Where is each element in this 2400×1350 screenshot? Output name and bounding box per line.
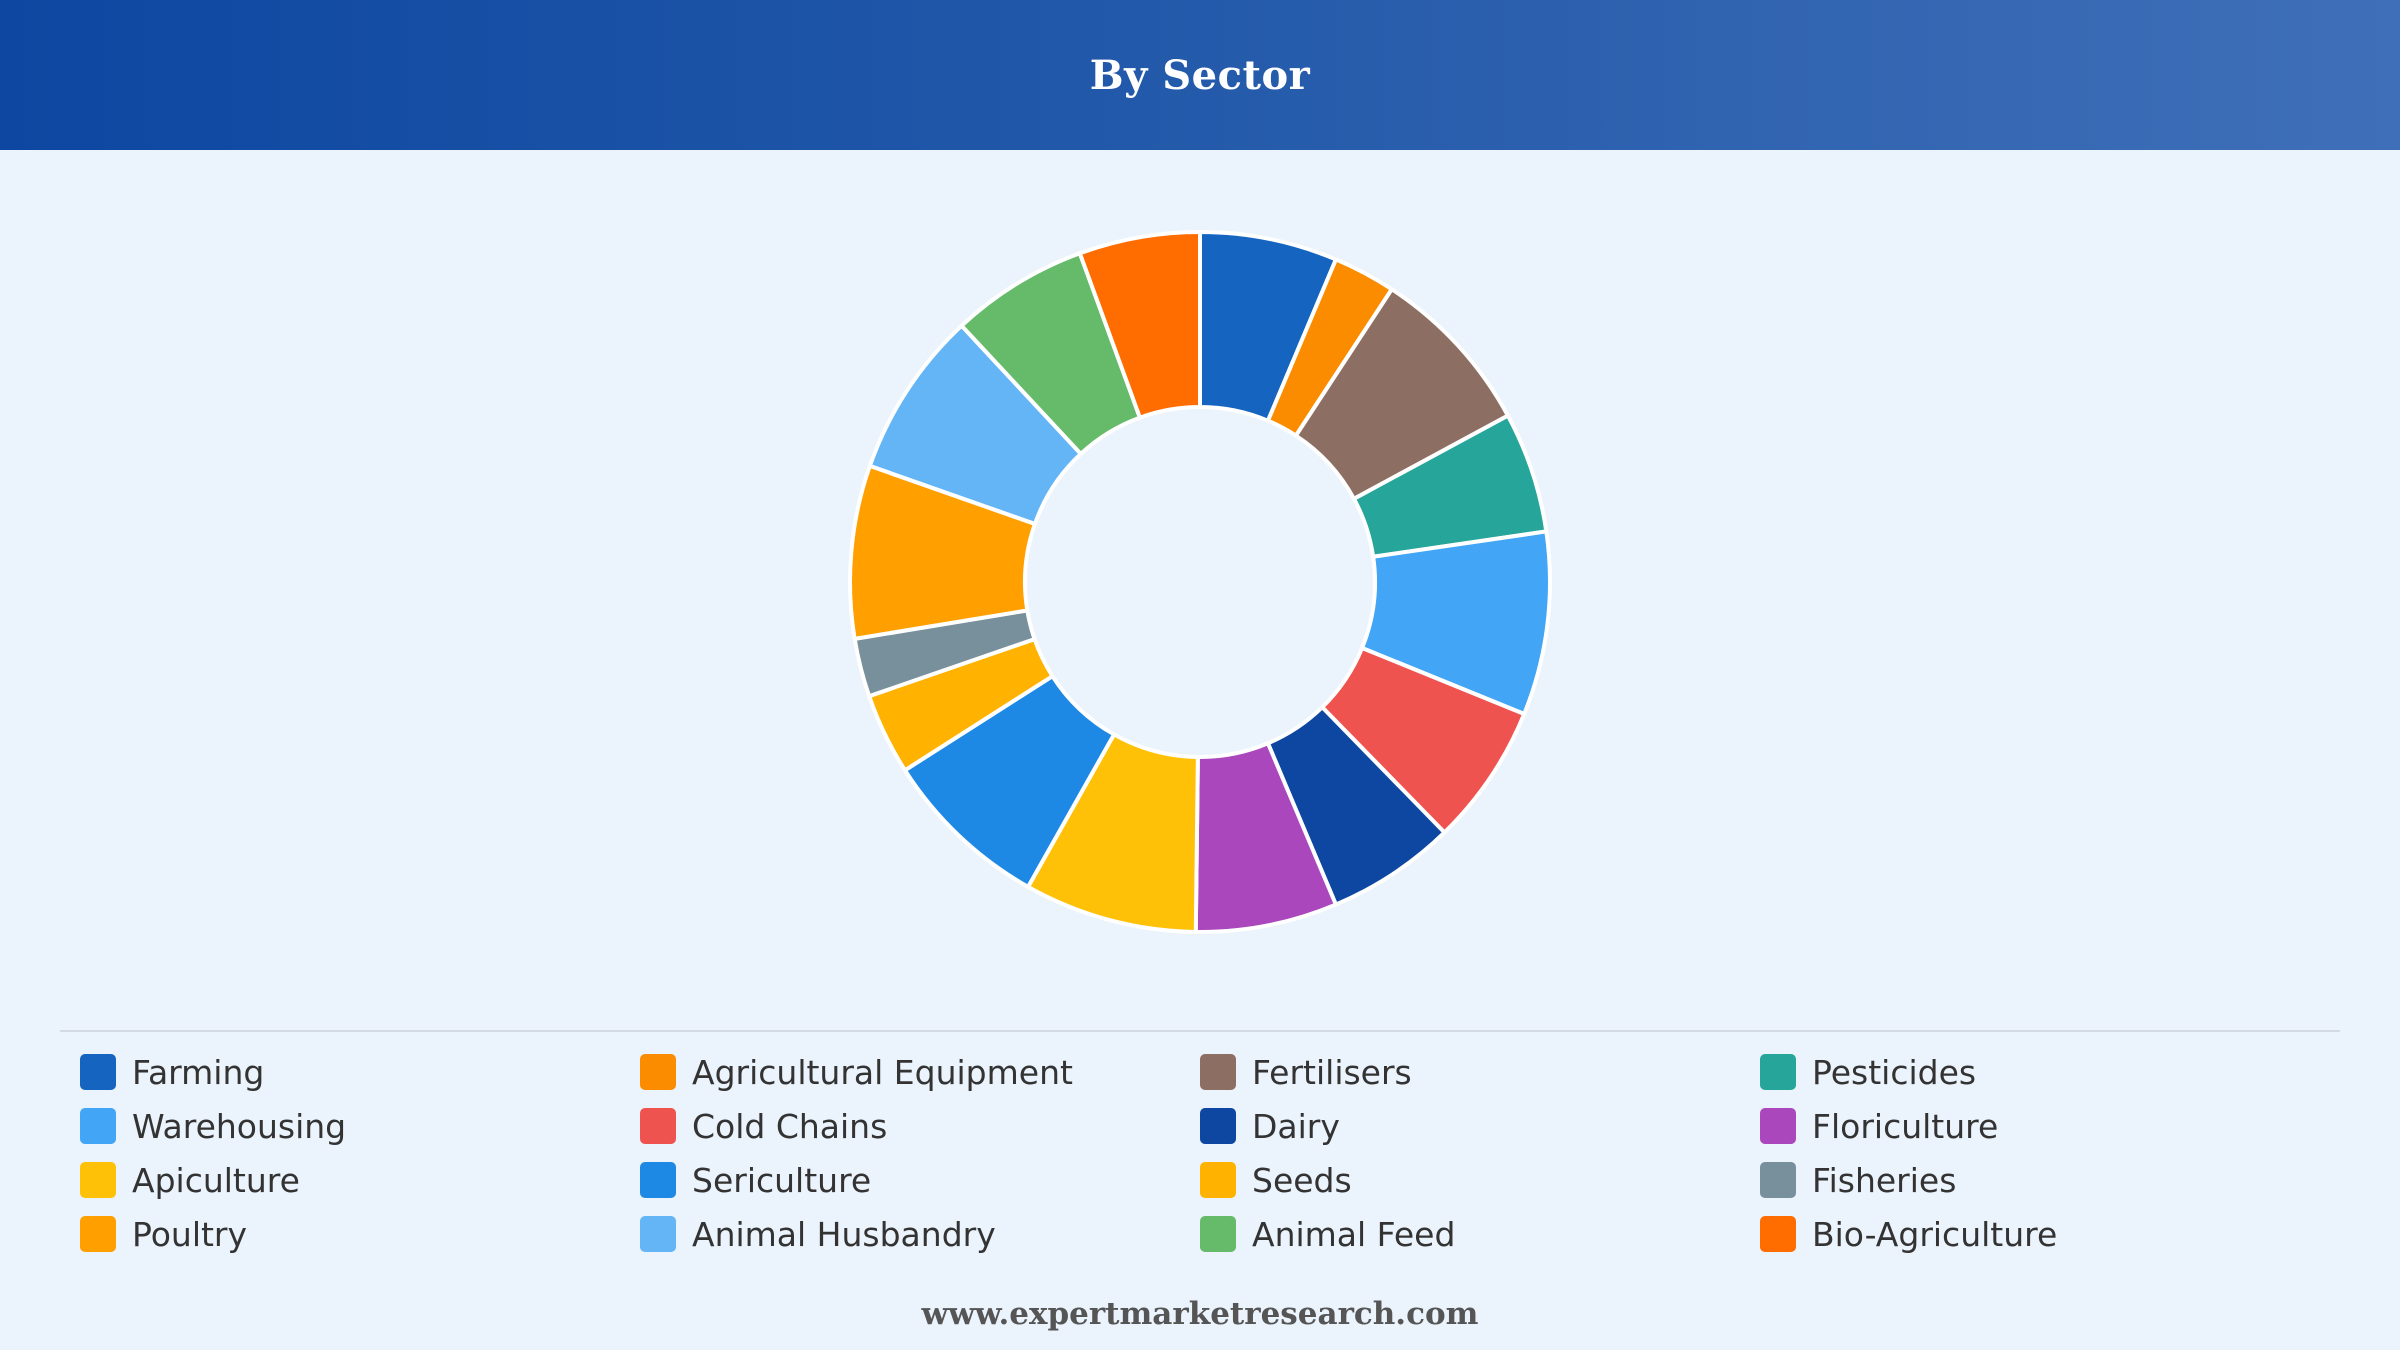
legend-swatch: [1200, 1108, 1236, 1144]
legend-item-bio-agriculture[interactable]: Bio-Agriculture: [1760, 1207, 2320, 1261]
legend-label: Warehousing: [132, 1106, 347, 1146]
legend-swatch: [80, 1162, 116, 1198]
legend-label: Bio-Agriculture: [1812, 1214, 2058, 1254]
legend-swatch: [640, 1216, 676, 1252]
legend-item-fertilisers[interactable]: Fertilisers: [1200, 1045, 1760, 1099]
legend-item-sericulture[interactable]: Sericulture: [640, 1153, 1200, 1207]
legend-label: Animal Husbandry: [692, 1214, 996, 1254]
chart-area: [0, 150, 2400, 1030]
legend-swatch: [1200, 1162, 1236, 1198]
legend-swatch: [640, 1162, 676, 1198]
legend-item-fisheries[interactable]: Fisheries: [1760, 1153, 2320, 1207]
legend-label: Seeds: [1252, 1160, 1352, 1200]
chart-header: By Sector: [0, 0, 2400, 150]
legend-label: Cold Chains: [692, 1106, 888, 1146]
legend-item-floriculture[interactable]: Floriculture: [1760, 1099, 2320, 1153]
legend-item-animal-husbandry[interactable]: Animal Husbandry: [640, 1207, 1200, 1261]
legend-swatch: [1200, 1054, 1236, 1090]
legend-label: Fertilisers: [1252, 1052, 1412, 1092]
legend-item-farming[interactable]: Farming: [80, 1045, 640, 1099]
legend-divider: [60, 1030, 2340, 1032]
legend-item-agricultural-equipment[interactable]: Agricultural Equipment: [640, 1045, 1200, 1099]
legend-swatch: [640, 1108, 676, 1144]
legend-swatch: [1760, 1162, 1796, 1198]
source-link[interactable]: www.expertmarketresearch.com: [921, 1296, 1479, 1332]
legend-label: Poultry: [132, 1214, 248, 1254]
legend-label: Apiculture: [132, 1160, 300, 1200]
legend-swatch: [1760, 1108, 1796, 1144]
legend-swatch: [1760, 1216, 1796, 1252]
legend-label: Floriculture: [1812, 1106, 1999, 1146]
legend-label: Agricultural Equipment: [692, 1052, 1073, 1092]
legend-label: Sericulture: [692, 1160, 872, 1200]
legend-item-dairy[interactable]: Dairy: [1200, 1099, 1760, 1153]
legend-swatch: [640, 1054, 676, 1090]
donut-chart: [848, 229, 1552, 934]
legend-item-poultry[interactable]: Poultry: [80, 1207, 640, 1261]
legend-item-cold-chains[interactable]: Cold Chains: [640, 1099, 1200, 1153]
legend-label: Farming: [132, 1052, 265, 1092]
legend-item-animal-feed[interactable]: Animal Feed: [1200, 1207, 1760, 1261]
legend-label: Pesticides: [1812, 1052, 1977, 1092]
legend-swatch: [80, 1108, 116, 1144]
legend-swatch: [1760, 1054, 1796, 1090]
chart-title: By Sector: [1089, 51, 1311, 99]
legend: Farming Agricultural Equipment Fertilisers…: [80, 1045, 2320, 1265]
legend-item-warehousing[interactable]: Warehousing: [80, 1099, 640, 1153]
legend-swatch: [80, 1216, 116, 1252]
legend-swatch: [80, 1054, 116, 1090]
legend-label: Fisheries: [1812, 1160, 1957, 1200]
legend-label: Dairy: [1252, 1106, 1340, 1146]
legend-item-seeds[interactable]: Seeds: [1200, 1153, 1760, 1207]
slice-bio-agriculture[interactable]: [1077, 229, 1202, 421]
legend-item-apiculture[interactable]: Apiculture: [80, 1153, 640, 1207]
legend-item-pesticides[interactable]: Pesticides: [1760, 1045, 2320, 1099]
legend-label: Animal Feed: [1252, 1214, 1456, 1254]
legend-swatch: [1200, 1216, 1236, 1252]
